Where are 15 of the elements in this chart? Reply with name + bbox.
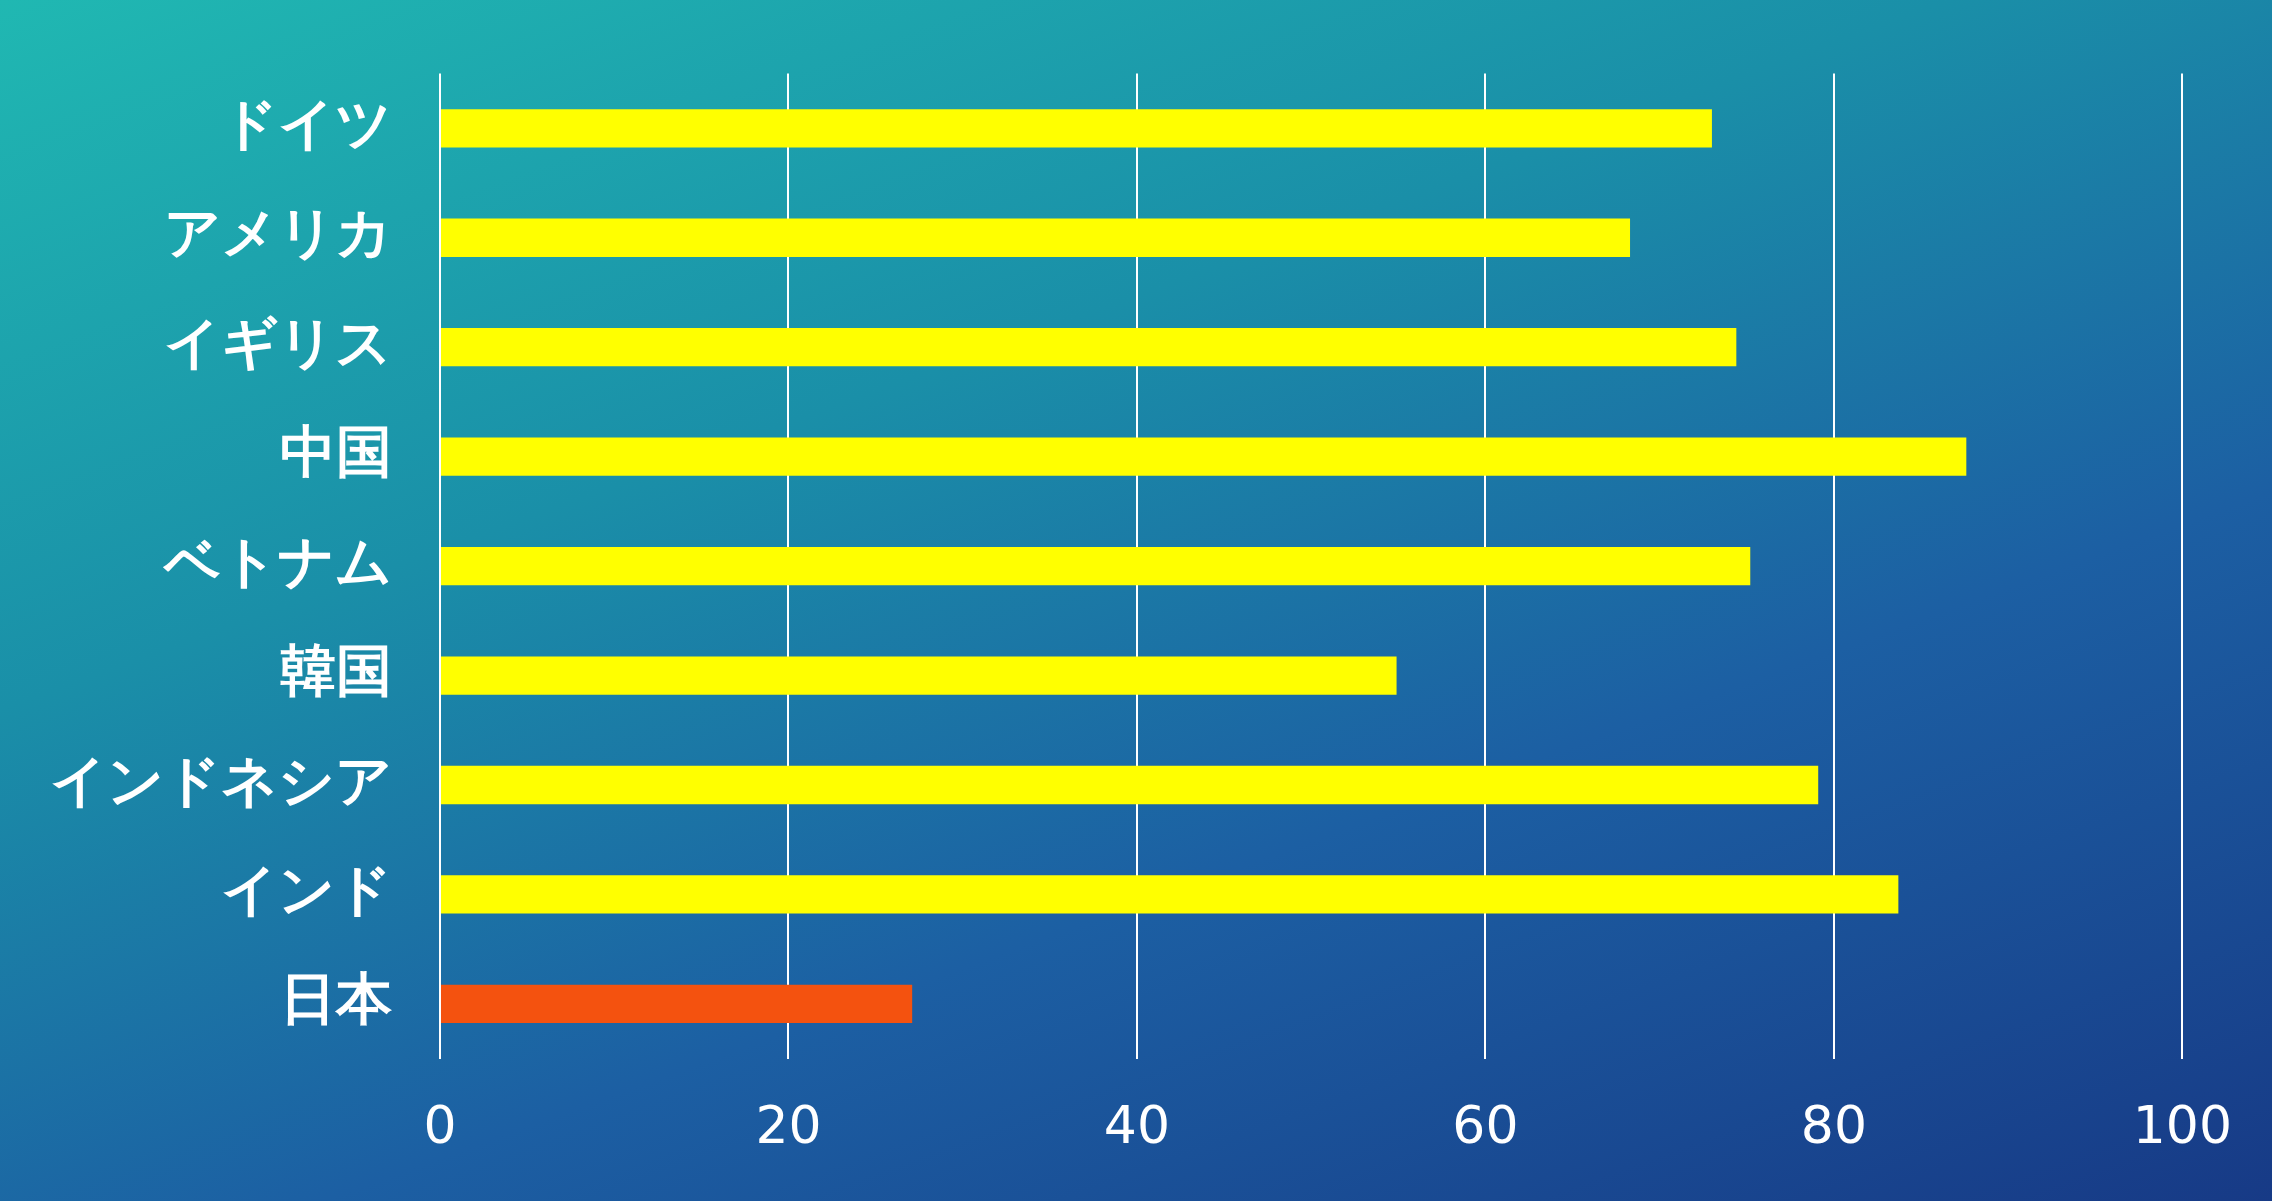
- x-tick-label: 80: [1800, 1095, 1867, 1156]
- y-tick-label: 中国: [280, 419, 392, 485]
- y-tick-label: インドネシア: [50, 747, 392, 813]
- x-tick-label: 60: [1452, 1095, 1519, 1156]
- y-tick-label: インド: [221, 856, 392, 922]
- x-tick-label: 40: [1103, 1095, 1171, 1156]
- x-tick-label: 100: [2132, 1095, 2233, 1156]
- y-tick-label: アメリカ: [164, 200, 392, 266]
- x-tick-label: 0: [423, 1095, 457, 1156]
- y-tick-label: イギリス: [164, 309, 392, 375]
- y-tick-label: 日本: [280, 966, 392, 1032]
- y-tick-label: ドイツ: [221, 90, 392, 156]
- y-tick-label: 韓国: [280, 638, 392, 704]
- x-tick-label: 20: [755, 1095, 822, 1156]
- y-tick-label: ベトナム: [162, 528, 392, 594]
